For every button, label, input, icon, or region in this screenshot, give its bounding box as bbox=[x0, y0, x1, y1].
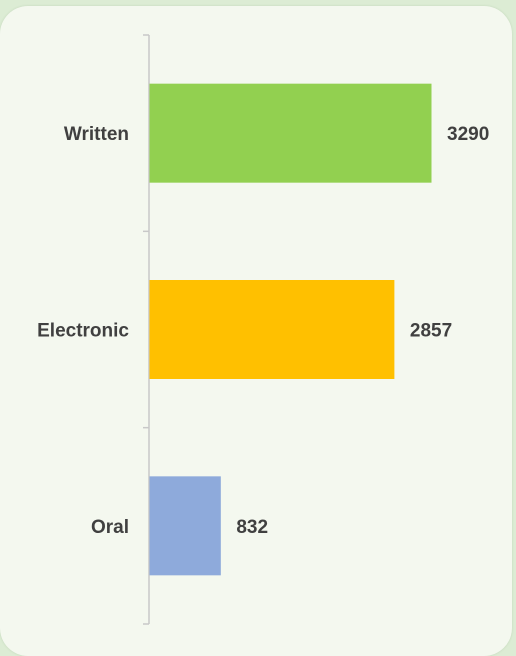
category-label: Electronic bbox=[37, 321, 129, 342]
value-label: 2857 bbox=[410, 321, 452, 342]
bar-written bbox=[149, 83, 432, 183]
value-label: 3290 bbox=[447, 124, 489, 145]
category-label: Oral bbox=[91, 517, 129, 538]
bar-electronic bbox=[149, 280, 395, 379]
labels: Written 3290 Electronic 2857 Oral 832 bbox=[37, 124, 489, 538]
bar-oral bbox=[149, 476, 221, 576]
value-label: 832 bbox=[236, 517, 268, 538]
y-axis bbox=[143, 34, 150, 625]
bars bbox=[149, 83, 432, 576]
category-label: Written bbox=[64, 124, 129, 145]
